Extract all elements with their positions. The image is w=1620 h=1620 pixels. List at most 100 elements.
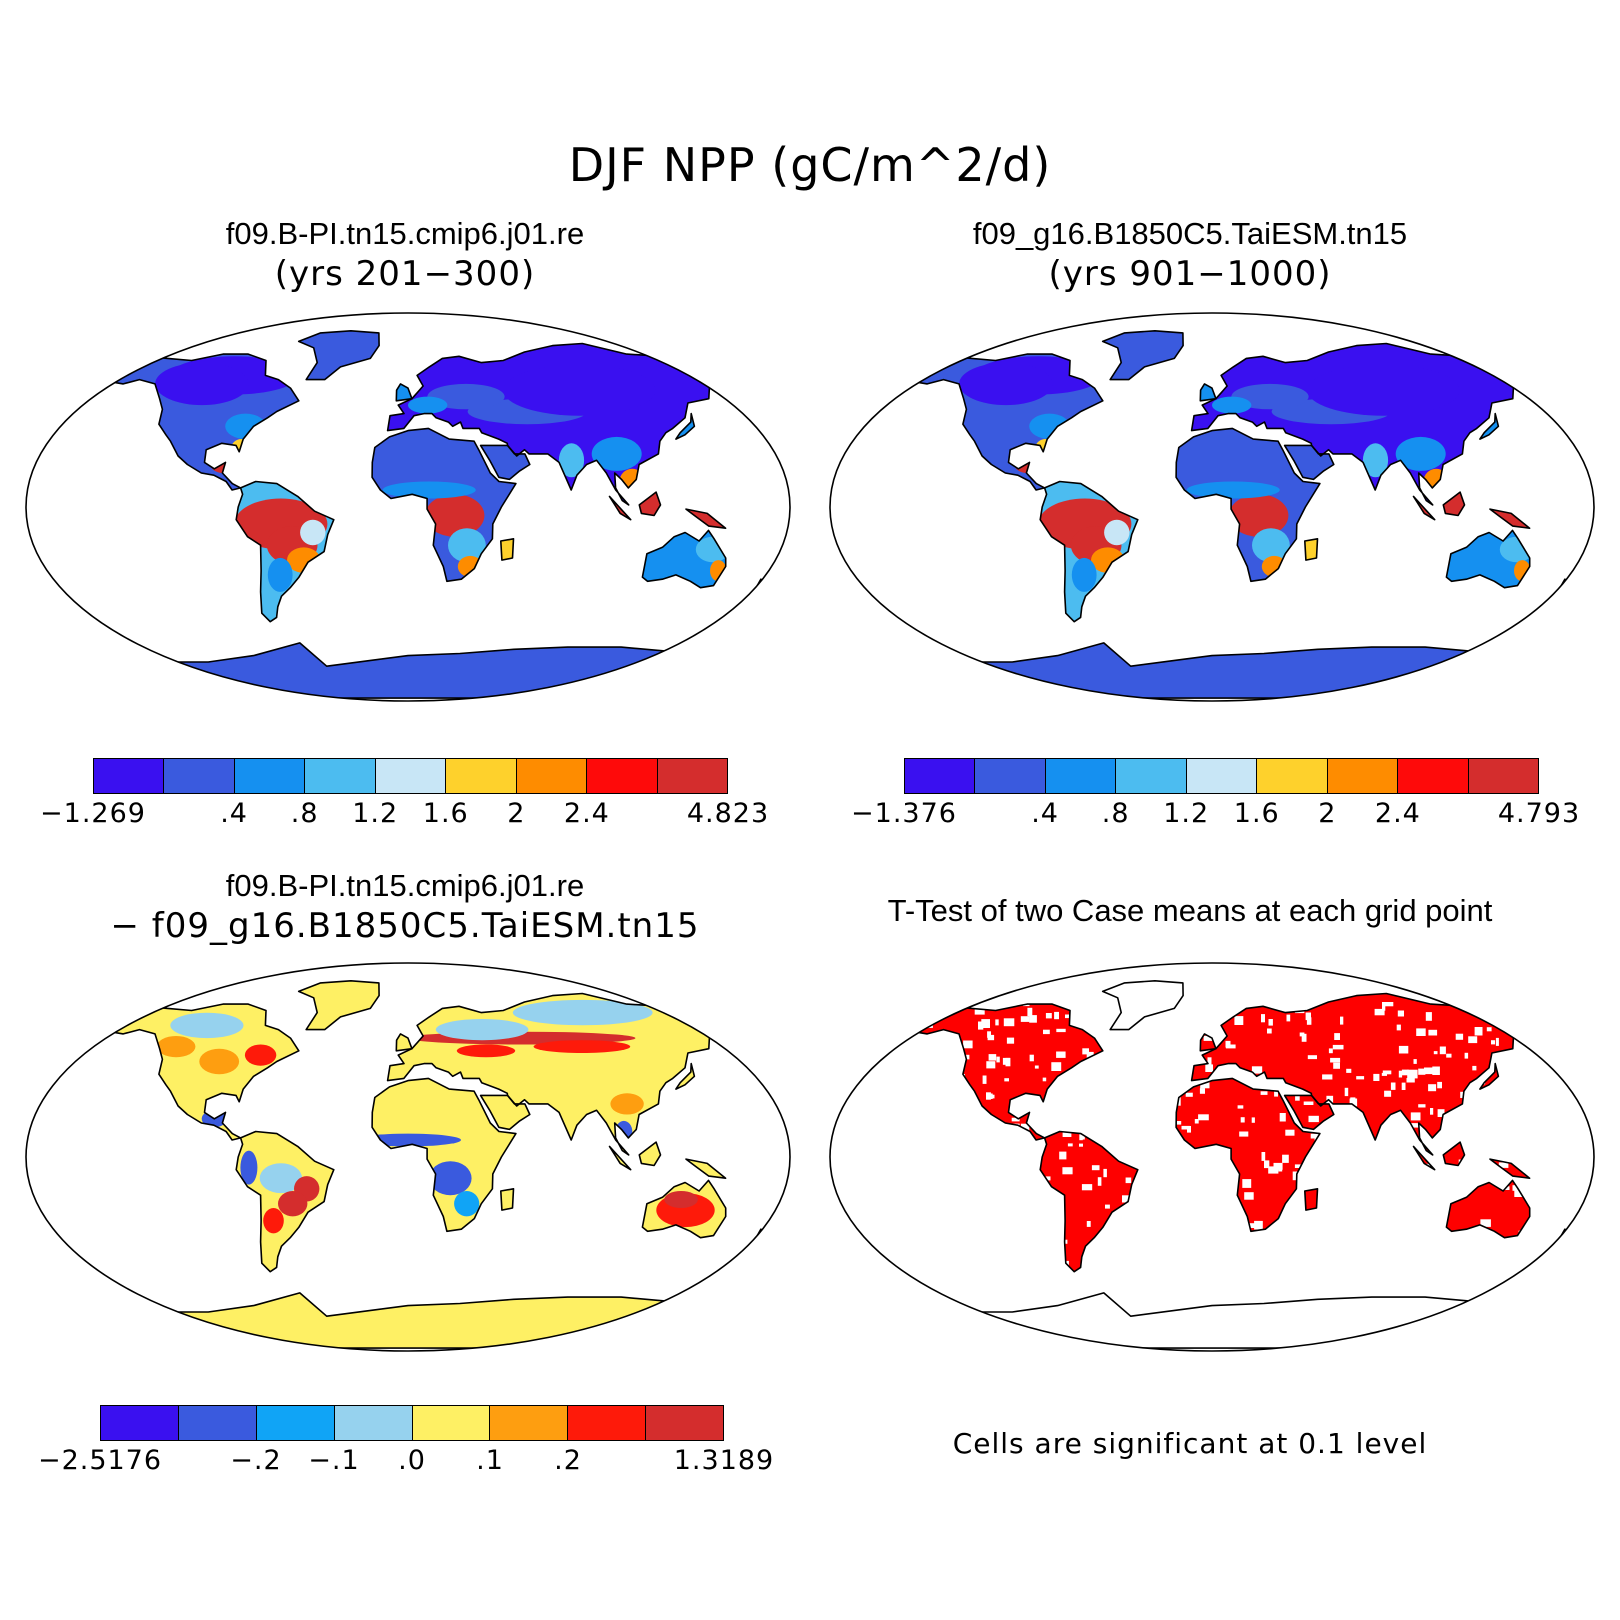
insignificant-cell bbox=[1038, 1198, 1050, 1203]
coastline-greenland bbox=[1101, 980, 1184, 1031]
insignificant-cell bbox=[1071, 1017, 1080, 1026]
insignificant-cell bbox=[1173, 1210, 1179, 1216]
colorbar-swatch bbox=[163, 759, 234, 793]
land-madagascar bbox=[500, 1188, 514, 1211]
insignificant-cell bbox=[1251, 1066, 1263, 1074]
insignificant-cell bbox=[1054, 1011, 1059, 1020]
insignificant-cell bbox=[1475, 1273, 1483, 1278]
insignificant-cell bbox=[987, 1031, 991, 1038]
insignificant-cell bbox=[1480, 1219, 1491, 1227]
insignificant-cell bbox=[1495, 1037, 1499, 1046]
insignificant-cell bbox=[1382, 1070, 1392, 1075]
coastline-madagascar bbox=[1304, 538, 1319, 561]
insignificant-cell bbox=[1221, 1157, 1226, 1166]
coastline-eurasia bbox=[386, 342, 734, 506]
insignificant-cell bbox=[1407, 1069, 1418, 1079]
insignificant-cell bbox=[1143, 1124, 1149, 1129]
insignificant-cell bbox=[1406, 1237, 1413, 1243]
insignificant-cell bbox=[1330, 1057, 1341, 1063]
insignificant-cell bbox=[1536, 1172, 1546, 1181]
field-patch bbox=[1186, 481, 1280, 499]
insignificant-cell bbox=[1282, 1154, 1289, 1163]
insignificant-cell bbox=[1437, 1081, 1442, 1089]
insignificant-cell bbox=[1203, 1151, 1214, 1159]
insignificant-cell bbox=[1428, 1029, 1438, 1036]
field-patch bbox=[1307, 364, 1460, 416]
colorbar-tick-label: 2.4 bbox=[1374, 798, 1421, 829]
insignificant-cell bbox=[1380, 1178, 1389, 1184]
insignificant-cell bbox=[1330, 1169, 1335, 1175]
insignificant-cell bbox=[1198, 1259, 1204, 1266]
coastline-eurasia bbox=[386, 992, 734, 1156]
insignificant-cell bbox=[1110, 1030, 1120, 1036]
insignificant-cell bbox=[972, 1225, 983, 1231]
insignificant-cell bbox=[1313, 1228, 1324, 1236]
insignificant-cell bbox=[1274, 1091, 1278, 1097]
colorbar-swatch bbox=[304, 759, 375, 793]
insignificant-cell bbox=[1191, 1271, 1196, 1280]
field-patch bbox=[156, 1036, 196, 1058]
colorbar-tick-label: 2 bbox=[1318, 798, 1337, 829]
insignificant-cell bbox=[905, 1030, 913, 1034]
insignificant-cell bbox=[1130, 1199, 1139, 1202]
insignificant-cell bbox=[1261, 1014, 1265, 1023]
land-africa bbox=[372, 1078, 516, 1232]
insignificant-cell bbox=[1193, 1160, 1201, 1170]
insignificant-cell bbox=[1437, 1109, 1445, 1117]
insignificant-cell bbox=[959, 1054, 970, 1060]
insignificant-cell bbox=[855, 1154, 862, 1160]
insignificant-cell bbox=[1464, 1052, 1469, 1059]
colorbar-tick-label: −1.376 bbox=[851, 798, 957, 829]
insignificant-cell bbox=[1529, 1195, 1534, 1199]
land-madagascar bbox=[1304, 538, 1318, 561]
coastline-arabia bbox=[1283, 444, 1335, 481]
insignificant-cell bbox=[877, 1125, 885, 1128]
insignificant-cell bbox=[1257, 1263, 1265, 1272]
coastline-newZealand bbox=[739, 578, 771, 606]
insignificant-cell bbox=[1242, 1179, 1252, 1188]
insignificant-cell bbox=[860, 1180, 869, 1183]
colorbar-tick-label: −2.5176 bbox=[37, 1445, 163, 1476]
insignificant-cell bbox=[1397, 1010, 1404, 1017]
insignificant-cell bbox=[1163, 1042, 1171, 1048]
insignificant-cell bbox=[1161, 1019, 1166, 1024]
land-greenland bbox=[298, 330, 380, 380]
insignificant-cell bbox=[1018, 1105, 1030, 1112]
insignificant-cell bbox=[981, 1019, 990, 1028]
insignificant-cell bbox=[852, 1139, 859, 1142]
coastline-northAmerica bbox=[909, 353, 1104, 491]
insignificant-cell bbox=[1296, 1244, 1301, 1252]
insignificant-cell bbox=[1415, 1173, 1420, 1182]
insignificant-cell bbox=[1290, 1208, 1301, 1216]
insignificant-cell bbox=[1136, 1212, 1143, 1216]
insignificant-cell bbox=[1367, 1226, 1377, 1230]
insignificant-cell bbox=[1088, 1130, 1100, 1135]
insignificant-cell bbox=[1237, 1239, 1246, 1247]
insignificant-cell bbox=[1211, 1024, 1222, 1027]
coastline-newZealand bbox=[1543, 1228, 1575, 1256]
colorbar-swatch bbox=[1115, 759, 1186, 793]
insignificant-cell bbox=[1158, 1126, 1163, 1133]
insignificant-cell bbox=[1401, 1082, 1406, 1090]
insignificant-cell bbox=[950, 1202, 960, 1207]
insignificant-cell bbox=[1538, 1146, 1542, 1155]
coastline-southAmerica bbox=[1039, 1130, 1139, 1273]
insignificant-cell bbox=[1273, 1162, 1283, 1170]
panel-subtitle-case2: (yrs 901−1000) bbox=[1048, 254, 1332, 294]
land-borneo bbox=[1443, 492, 1465, 516]
insignificant-cell bbox=[1233, 1249, 1243, 1255]
insignificant-cell bbox=[1322, 1074, 1333, 1080]
insignificant-cell bbox=[1145, 1121, 1154, 1127]
insignificant-cell bbox=[1261, 1152, 1266, 1161]
insignificant-cell bbox=[906, 1212, 911, 1219]
insignificant-cell bbox=[1119, 1089, 1130, 1093]
insignificant-cell bbox=[1340, 1016, 1344, 1025]
insignificant-cell bbox=[1187, 1250, 1199, 1260]
insignificant-cell bbox=[1079, 1131, 1083, 1141]
insignificant-cell bbox=[1422, 1206, 1433, 1211]
insignificant-cell bbox=[1018, 1205, 1025, 1211]
insignificant-cell bbox=[1531, 1183, 1535, 1187]
insignificant-cell bbox=[1095, 1021, 1101, 1026]
field-patch bbox=[664, 1191, 698, 1208]
insignificant-cell bbox=[1199, 1088, 1205, 1094]
